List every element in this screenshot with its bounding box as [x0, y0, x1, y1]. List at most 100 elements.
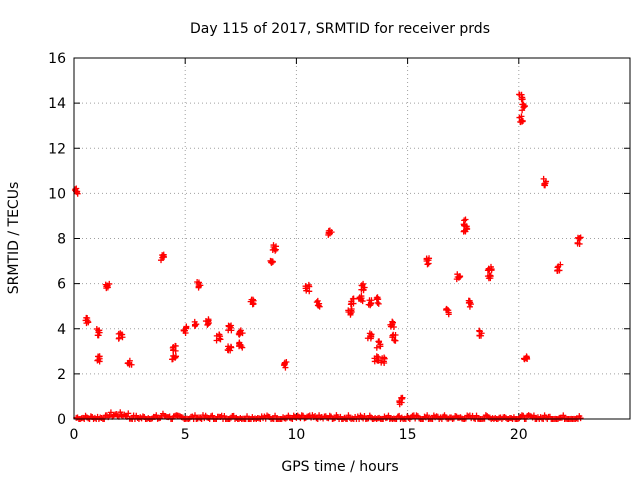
- data-point: [91, 414, 98, 421]
- data-point: [577, 415, 584, 422]
- data-point: [235, 330, 242, 337]
- data-point: [485, 267, 492, 274]
- data-point: [269, 246, 276, 253]
- data-point: [366, 330, 373, 337]
- data-point: [281, 361, 288, 368]
- data-point: [346, 414, 353, 421]
- data-point: [516, 415, 523, 422]
- data-point: [358, 293, 365, 300]
- data-point: [153, 412, 160, 419]
- data-point: [574, 240, 581, 247]
- data-point: [315, 302, 322, 309]
- data-point: [366, 297, 373, 304]
- data-point: [326, 412, 333, 419]
- x-axis-label: GPS time / hours: [281, 459, 398, 475]
- data-point: [221, 413, 228, 420]
- data-point: [381, 354, 388, 361]
- y-tick-label: 8: [57, 232, 66, 248]
- data-point: [332, 415, 339, 422]
- data-point: [350, 295, 357, 302]
- data-point: [83, 320, 90, 327]
- data-point: [272, 412, 279, 419]
- data-point: [205, 316, 212, 323]
- data-point: [341, 414, 348, 421]
- data-point: [93, 325, 100, 332]
- grid-lines: [74, 58, 630, 419]
- data-point: [170, 347, 177, 354]
- data-point: [387, 321, 394, 328]
- data-point: [360, 280, 367, 287]
- data-point: [82, 317, 89, 324]
- data-point: [487, 273, 494, 280]
- data-point: [473, 412, 480, 419]
- data-point: [126, 361, 133, 368]
- chart-title: Day 115 of 2017, SRMTID for receiver prd…: [190, 21, 490, 37]
- data-point: [107, 409, 114, 416]
- data-point: [325, 230, 332, 237]
- data-point: [213, 332, 220, 339]
- data-point: [376, 414, 383, 421]
- data-point: [209, 412, 216, 419]
- data-point: [98, 414, 105, 421]
- y-tick-label: 2: [57, 367, 66, 383]
- data-point: [183, 323, 190, 330]
- data-point: [462, 216, 469, 223]
- data-point: [413, 412, 420, 419]
- data-point: [305, 281, 312, 288]
- data-point: [445, 309, 452, 316]
- data-point: [443, 305, 450, 312]
- data-point: [543, 178, 550, 185]
- x-tick-label: 10: [287, 427, 305, 443]
- data-point: [424, 412, 431, 419]
- data-point: [194, 278, 201, 285]
- data-point: [478, 332, 485, 339]
- data-point: [385, 412, 392, 419]
- y-axis-label: SRMTID / TECUs: [6, 182, 22, 295]
- data-point: [517, 119, 524, 126]
- data-point: [359, 298, 366, 305]
- y-tick-label: 12: [48, 141, 66, 157]
- data-point: [391, 337, 398, 344]
- data-point: [466, 303, 473, 310]
- data-point: [523, 354, 530, 361]
- data-point: [117, 409, 124, 416]
- data-point: [195, 283, 202, 290]
- y-tick-label: 10: [48, 186, 66, 202]
- data-point: [267, 258, 274, 265]
- data-point: [244, 413, 251, 420]
- data-point: [375, 296, 382, 303]
- data-point: [373, 344, 380, 351]
- data-point: [74, 190, 81, 197]
- data-point: [348, 298, 355, 305]
- data-point: [199, 412, 206, 419]
- data-point: [530, 412, 537, 419]
- data-point: [217, 336, 224, 343]
- data-point: [463, 223, 470, 230]
- y-tick-label: 6: [57, 277, 66, 293]
- data-point: [389, 332, 396, 339]
- data-point: [191, 322, 198, 329]
- data-point: [423, 256, 430, 263]
- data-point: [554, 267, 561, 274]
- data-point: [508, 415, 515, 422]
- data-point: [95, 332, 102, 339]
- y-tick-label: 14: [48, 96, 66, 112]
- data-point: [288, 415, 295, 422]
- data-point: [367, 300, 374, 307]
- data-point: [560, 412, 567, 419]
- data-point: [377, 343, 384, 350]
- data-point: [358, 286, 365, 293]
- x-tick-label: 0: [70, 427, 79, 443]
- data-point: [398, 414, 405, 421]
- data-point: [226, 323, 233, 330]
- data-point: [172, 343, 179, 350]
- data-point: [361, 284, 368, 291]
- data-point: [396, 398, 403, 405]
- data-point: [378, 359, 385, 366]
- data-point: [228, 344, 235, 351]
- data-point: [103, 283, 110, 290]
- y-tick-label: 4: [57, 322, 66, 338]
- data-point: [390, 331, 397, 338]
- y-tick-label: 0: [57, 412, 66, 428]
- data-point: [453, 276, 460, 283]
